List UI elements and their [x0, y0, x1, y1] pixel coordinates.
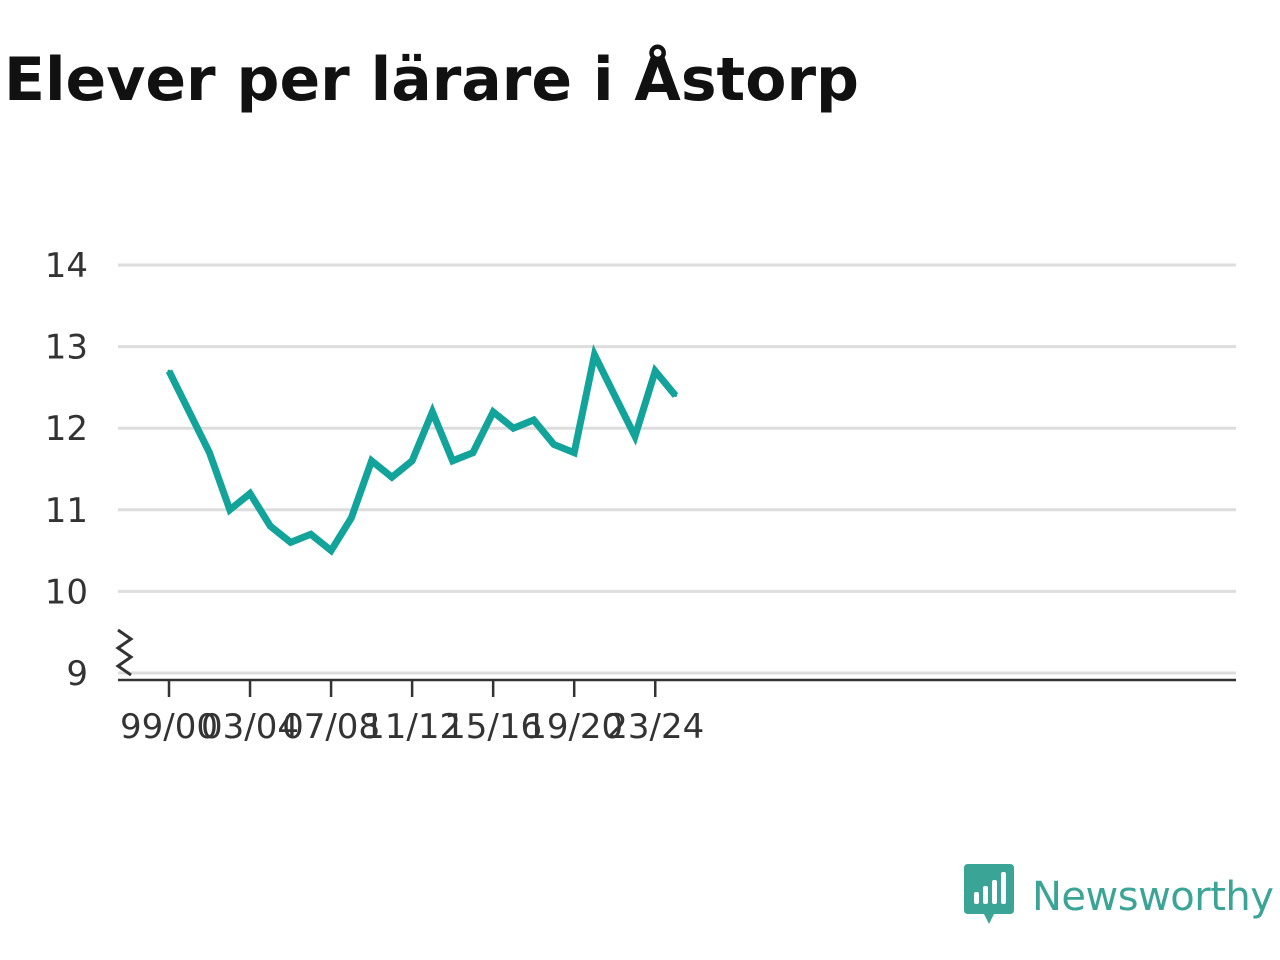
data-point: [349, 516, 353, 520]
data-point: [592, 353, 596, 357]
y-tick-label: 12: [45, 409, 88, 449]
data-point: [451, 459, 455, 463]
x-tick-label: 11/12: [363, 707, 461, 747]
data-point: [370, 459, 374, 463]
data-point: [309, 532, 313, 536]
y-tick-label: 13: [45, 328, 88, 368]
data-point: [208, 451, 212, 455]
data-point: [329, 549, 333, 553]
x-tick-label: 03/04: [201, 707, 299, 747]
data-point: [390, 475, 394, 479]
brand-name: Newsworthy: [1032, 874, 1274, 920]
x-tick-label: 19/20: [525, 707, 623, 747]
data-point: [430, 410, 434, 414]
series-layer: [165, 344, 679, 556]
data-point: [471, 451, 475, 455]
data-point: [653, 369, 657, 373]
data-point: [532, 418, 536, 422]
data-point: [410, 459, 414, 463]
x-tick-label: 07/08: [282, 707, 380, 747]
data-point: [167, 369, 171, 373]
y-tick-label: 14: [45, 246, 88, 286]
data-point: [187, 410, 191, 414]
data-point: [491, 410, 495, 414]
data-point: [613, 394, 617, 398]
y-tick-label: 11: [45, 491, 88, 531]
axis-break-icon: [115, 628, 134, 677]
y-tick-label: 9: [66, 654, 88, 694]
data-point: [572, 451, 576, 455]
x-tick-label: 99/00: [120, 707, 218, 747]
chart-title: Elever per lärare i Åstorp: [4, 45, 859, 115]
newsworthy-logo-icon: [964, 864, 1014, 924]
data-point: [228, 508, 232, 512]
data-point: [674, 394, 677, 398]
y-axis-labels: 14 13 12 11 10 9: [45, 246, 88, 694]
gridlines: [118, 263, 1236, 675]
data-point: [552, 443, 556, 447]
data-point: [268, 524, 272, 528]
data-point: [289, 540, 293, 544]
x-tick-label: 15/16: [444, 707, 542, 747]
newsworthy-logo: Newsworthy: [964, 862, 1274, 932]
series-line: [165, 344, 679, 556]
data-point: [633, 434, 637, 438]
y-tick-label: 10: [45, 572, 88, 612]
data-point: [248, 491, 252, 495]
data-point: [511, 426, 515, 430]
x-tick-label: 23/24: [606, 707, 704, 747]
x-axis: [115, 628, 1236, 697]
